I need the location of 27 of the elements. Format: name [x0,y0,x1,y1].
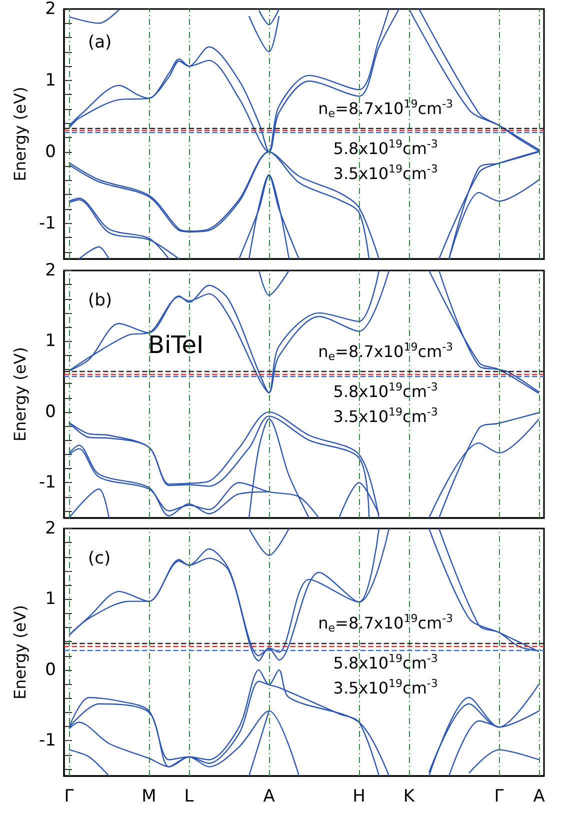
annotation: (a) [88,32,112,52]
y-tick-label: -1 [39,730,56,751]
x-tick-label: Γ [64,786,74,806]
x-tick-label: Γ [494,786,504,806]
y-axis-title: Energy (eV) [10,605,30,700]
x-tick-label: K [403,786,416,806]
x-tick-label: H [352,786,366,806]
y-tick-label: 1 [45,70,56,90]
x-tick-label: L [184,786,194,806]
y-tick-label: 2 [45,260,56,280]
x-tick-label: M [142,786,156,806]
y-tick-label: 2 [45,0,56,19]
annotation: (c) [88,548,111,568]
y-tick-label: 1 [45,331,56,352]
x-tick-label: A [263,786,276,806]
annotation: BiTeI [148,331,204,359]
y-tick-label: 2 [45,518,56,538]
annotation: (b) [88,290,112,310]
y-tick-label: -1 [39,472,56,493]
y-axis-title: Energy (eV) [10,347,30,442]
y-tick-label: 0 [45,402,56,422]
y-tick-label: 0 [45,142,56,162]
y-axis-title: Energy (eV) [10,86,30,182]
y-tick-label: 0 [45,660,56,680]
x-tick-label: A [533,786,546,806]
y-tick-label: 1 [45,589,56,610]
y-tick-label: -1 [39,213,56,234]
